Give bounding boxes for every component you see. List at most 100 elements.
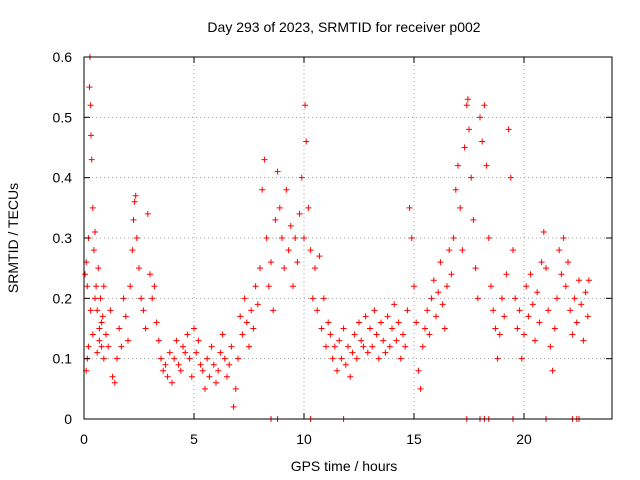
- data-point: [347, 373, 354, 380]
- data-point: [402, 343, 409, 350]
- data-point: [576, 277, 582, 284]
- data-point: [565, 259, 571, 266]
- data-point: [327, 331, 334, 338]
- data-point: [468, 174, 475, 181]
- data-point: [422, 325, 428, 332]
- data-point: [195, 337, 202, 344]
- data-point: [371, 307, 378, 314]
- data-point: [279, 235, 285, 241]
- data-point: [472, 265, 479, 272]
- data-point: [224, 373, 230, 380]
- data-point: [435, 289, 442, 296]
- data-point: [389, 325, 395, 332]
- data-point: [147, 271, 153, 278]
- data-point: [120, 295, 127, 302]
- data-point: [516, 307, 523, 314]
- data-point: [411, 283, 417, 290]
- data-point: [523, 283, 530, 290]
- data-point: [325, 319, 332, 326]
- data-point: [82, 271, 89, 278]
- data-point: [136, 265, 142, 272]
- data-point: [584, 313, 591, 320]
- data-point: [109, 373, 116, 380]
- y-tick-label: 0.6: [53, 49, 73, 65]
- data-point: [114, 355, 120, 362]
- data-point: [276, 204, 283, 211]
- data-point: [413, 319, 420, 326]
- data-point: [386, 343, 393, 350]
- data-point: [97, 295, 104, 302]
- data-point: [302, 102, 309, 109]
- data-point: [188, 373, 195, 380]
- data-point: [554, 295, 560, 302]
- data-point: [393, 337, 400, 344]
- data-point: [122, 313, 129, 320]
- data-point: [395, 319, 402, 326]
- data-point: [538, 259, 545, 266]
- data-point: [562, 283, 569, 290]
- data-point: [204, 355, 211, 362]
- data-point: [536, 319, 543, 326]
- data-point: [294, 259, 301, 266]
- data-point: [166, 349, 173, 356]
- y-tick-label: 0: [64, 411, 72, 427]
- x-tick-label: 0: [80, 431, 88, 447]
- data-point: [433, 313, 439, 320]
- y-tick-label: 0.2: [53, 290, 73, 306]
- data-point: [180, 343, 186, 350]
- data-point: [208, 343, 215, 350]
- data-point: [210, 361, 217, 368]
- data-point: [283, 186, 290, 193]
- data-point: [197, 361, 204, 368]
- data-point: [248, 307, 255, 314]
- data-point: [353, 355, 360, 362]
- data-point: [481, 102, 488, 109]
- data-point: [235, 355, 241, 362]
- data-point: [228, 343, 235, 350]
- data-point: [573, 319, 580, 326]
- data-point: [89, 331, 96, 338]
- data-point: [362, 313, 369, 320]
- data-point: [400, 331, 406, 338]
- data-point: [243, 319, 250, 326]
- data-point: [549, 367, 556, 374]
- points-layer: [82, 54, 592, 422]
- y-axis-label: SRMTID / TECUs: [5, 183, 21, 293]
- data-point: [142, 325, 149, 332]
- data-point: [452, 186, 459, 193]
- data-point: [507, 174, 514, 181]
- data-point: [527, 271, 534, 278]
- data-point: [92, 295, 98, 302]
- data-point: [268, 259, 274, 266]
- data-point: [338, 355, 345, 362]
- data-point: [155, 337, 162, 344]
- data-point: [270, 307, 277, 314]
- data-point: [567, 307, 574, 314]
- data-point: [448, 271, 455, 278]
- data-point: [87, 307, 94, 314]
- data-point: [558, 271, 565, 278]
- data-point: [488, 283, 494, 290]
- data-point: [419, 343, 426, 350]
- data-point: [320, 295, 327, 302]
- data-point: [455, 162, 461, 169]
- data-point: [492, 325, 499, 332]
- data-point: [221, 355, 228, 362]
- data-point: [149, 295, 156, 302]
- data-point: [483, 162, 490, 169]
- data-point: [158, 355, 164, 362]
- data-point: [547, 343, 554, 350]
- data-point: [125, 337, 131, 344]
- data-point: [437, 259, 444, 266]
- data-point: [246, 343, 252, 350]
- ticks-layer: 0 0.1 0.2 0.3 0.4 0.5 0.6 0 5 10 15 20: [53, 49, 612, 447]
- data-point: [160, 367, 167, 374]
- data-point: [312, 265, 318, 272]
- data-point: [162, 361, 169, 368]
- data-point: [464, 96, 471, 103]
- data-point: [521, 331, 527, 338]
- data-point: [86, 84, 93, 91]
- x-tick-label: 10: [296, 431, 312, 447]
- data-point: [307, 247, 314, 254]
- data-point: [318, 325, 325, 332]
